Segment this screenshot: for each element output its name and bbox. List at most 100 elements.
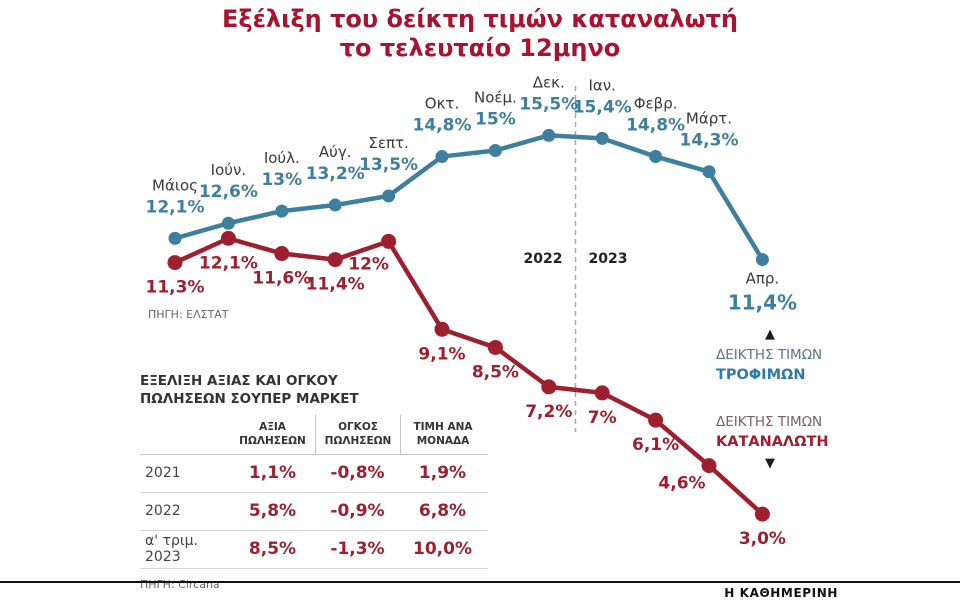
table-cell: 5,8% — [248, 501, 297, 522]
month-label: Οκτ. — [425, 95, 459, 113]
legend-cpi-line2: ΚΑΤΑΝΑΛΩΤΗ — [716, 434, 829, 451]
year-label-left: 2022 — [524, 251, 563, 267]
table-cell: -0,9% — [330, 501, 385, 522]
month-label: Φεβρ. — [634, 95, 678, 113]
table-row: α' τριμ. 2023 8,5% -1,3% 10,0% — [140, 531, 488, 569]
data-point — [542, 128, 556, 142]
month-label: Ιούν. — [211, 161, 246, 179]
legend-food-index: ▲ ΔΕΙΚΤΗΣ ΤΙΜΩΝ ΤΡΟΦΙΜΩΝ — [716, 325, 866, 387]
title-line1: Εξέλιξη του δείκτη τιμών καταναλωτή — [222, 5, 738, 33]
table-cell: 6,8% — [418, 501, 467, 522]
publisher-brand: Η ΚΑΘΗΜΕΡΙΝΗ — [724, 586, 838, 600]
value-label: 11,4% — [728, 291, 797, 315]
data-point — [649, 150, 663, 164]
table-col-header: ΟΓΚΟΣ ΠΩΛΗΣΕΩΝ — [315, 415, 400, 454]
value-label: 3,0% — [739, 529, 786, 549]
down-arrow-icon: ▼ — [765, 456, 775, 471]
legend-food-line2: ΤΡΟΦΙΜΩΝ — [716, 366, 806, 383]
page-title: Εξέλιξη του δείκτη τιμών καταναλωτή το τ… — [0, 5, 960, 64]
month-label: Ιούλ. — [264, 149, 300, 167]
value-label: 12,1% — [146, 197, 205, 217]
data-point — [701, 458, 717, 474]
month-label: Αύγ. — [319, 143, 352, 161]
data-point — [327, 252, 343, 268]
value-label: 15,4% — [573, 97, 632, 117]
data-point — [221, 216, 235, 230]
month-label: Απρ. — [746, 270, 780, 288]
month-label: Δεκ. — [533, 73, 565, 91]
chart-source: ΠΗΓΗ: ΕΛΣΤΑΤ — [148, 308, 229, 321]
value-label: 7% — [588, 408, 617, 428]
data-point — [755, 253, 769, 267]
table-cell: 8,5% — [248, 539, 297, 560]
value-label: 14,8% — [413, 116, 472, 136]
value-label: 12% — [348, 254, 389, 274]
data-point — [328, 198, 342, 212]
table-title-line2: ΠΩΛΗΣΕΩΝ ΣΟΥΠΕΡ ΜΑΡΚΕΤ — [140, 391, 359, 408]
month-label: Ιαν. — [588, 76, 615, 94]
value-label: 4,6% — [658, 474, 705, 494]
data-point — [381, 233, 397, 249]
data-point — [435, 150, 449, 164]
supermarket-sales-table: ΕΞΕΛΙΞΗ ΑΞΙΑΣ ΚΑΙ ΟΓΚΟΥ ΠΩΛΗΣΕΩΝ ΣΟΥΠΕΡ … — [140, 372, 488, 591]
value-label: 12,1% — [199, 253, 258, 273]
table-row-label: 2021 — [145, 465, 181, 482]
value-label: 8,5% — [472, 362, 519, 382]
table-source: ΠΗΓΗ: Circana — [140, 577, 220, 591]
table-header-row: ΑΞΙΑ ΠΩΛΗΣΕΩΝ ΟΓΚΟΣ ΠΩΛΗΣΕΩΝ ΤΙΜΗ ΑΝΑ ΜΟΝΑ… — [140, 415, 488, 455]
value-label: 11,4% — [306, 275, 365, 295]
data-point — [487, 339, 503, 355]
legend-cpi-index: ΔΕΙΚΤΗΣ ΤΙΜΩΝ ΚΑΤΑΝΑΛΩΤΗ ▼ — [716, 412, 866, 474]
value-label: 14,8% — [626, 116, 685, 136]
value-label: 14,3% — [680, 131, 739, 151]
legend-cpi-line1: ΔΕΙΚΤΗΣ ΤΙΜΩΝ — [716, 414, 823, 430]
data-point — [220, 230, 236, 246]
table-cell: -1,3% — [330, 539, 385, 560]
table-header-corner — [140, 415, 230, 453]
value-label: 6,1% — [632, 435, 679, 455]
table-row: 2022 5,8% -0,9% 6,8% — [140, 493, 488, 531]
value-label: 13,2% — [306, 164, 365, 184]
table-cell: 10,0% — [413, 539, 472, 560]
data-point — [754, 506, 770, 522]
table-row-label: α' τριμ. 2023 — [145, 533, 198, 566]
data-point — [434, 321, 450, 337]
data-point — [274, 246, 290, 262]
data-point — [382, 189, 396, 203]
value-label: 11,6% — [252, 269, 311, 289]
value-label: 13,5% — [359, 155, 418, 175]
food-index-line — [172, 133, 765, 262]
value-label: 15% — [475, 110, 516, 130]
data-point — [168, 231, 182, 245]
data-point — [488, 144, 502, 157]
title-line2: το τελευταίο 12μηνο — [339, 34, 621, 63]
table-col-header: ΑΞΙΑ ΠΩΛΗΣΕΩΝ — [239, 421, 306, 448]
data-point — [541, 379, 557, 395]
value-label: 7,2% — [525, 402, 572, 422]
table-col-header: ΤΙΜΗ ΑΝΑ ΜΟΝΑΔΑ — [400, 415, 485, 454]
value-label: 11,3% — [146, 278, 205, 298]
data-point — [648, 412, 664, 428]
value-label: 15,5% — [519, 94, 578, 114]
table-title: ΕΞΕΛΙΞΗ ΑΞΙΑΣ ΚΑΙ ΟΓΚΟΥ ΠΩΛΗΣΕΩΝ ΣΟΥΠΕΡ … — [140, 372, 488, 408]
table-cell: 1,1% — [248, 463, 297, 484]
table-cell: -0,8% — [330, 463, 385, 484]
data-point — [594, 385, 610, 401]
value-label: 12,6% — [199, 182, 258, 202]
cpi-index-line — [172, 236, 765, 517]
up-arrow-icon: ▲ — [765, 327, 775, 342]
table-cell: 1,9% — [418, 463, 467, 484]
month-label: Μάιος — [152, 176, 198, 194]
data-point — [275, 204, 289, 218]
data-point — [702, 165, 716, 179]
data-point — [167, 255, 183, 271]
table-row-label: 2022 — [145, 503, 181, 520]
table-row: 2021 1,1% -0,8% 1,9% — [140, 455, 488, 493]
table-title-line1: ΕΞΕΛΙΞΗ ΑΞΙΑΣ ΚΑΙ ΟΓΚΟΥ — [140, 373, 338, 389]
month-label: Νοέμ. — [474, 89, 517, 107]
month-label: Σεπτ. — [368, 134, 408, 152]
footer-divider — [0, 581, 960, 583]
value-label: 13% — [261, 170, 302, 190]
